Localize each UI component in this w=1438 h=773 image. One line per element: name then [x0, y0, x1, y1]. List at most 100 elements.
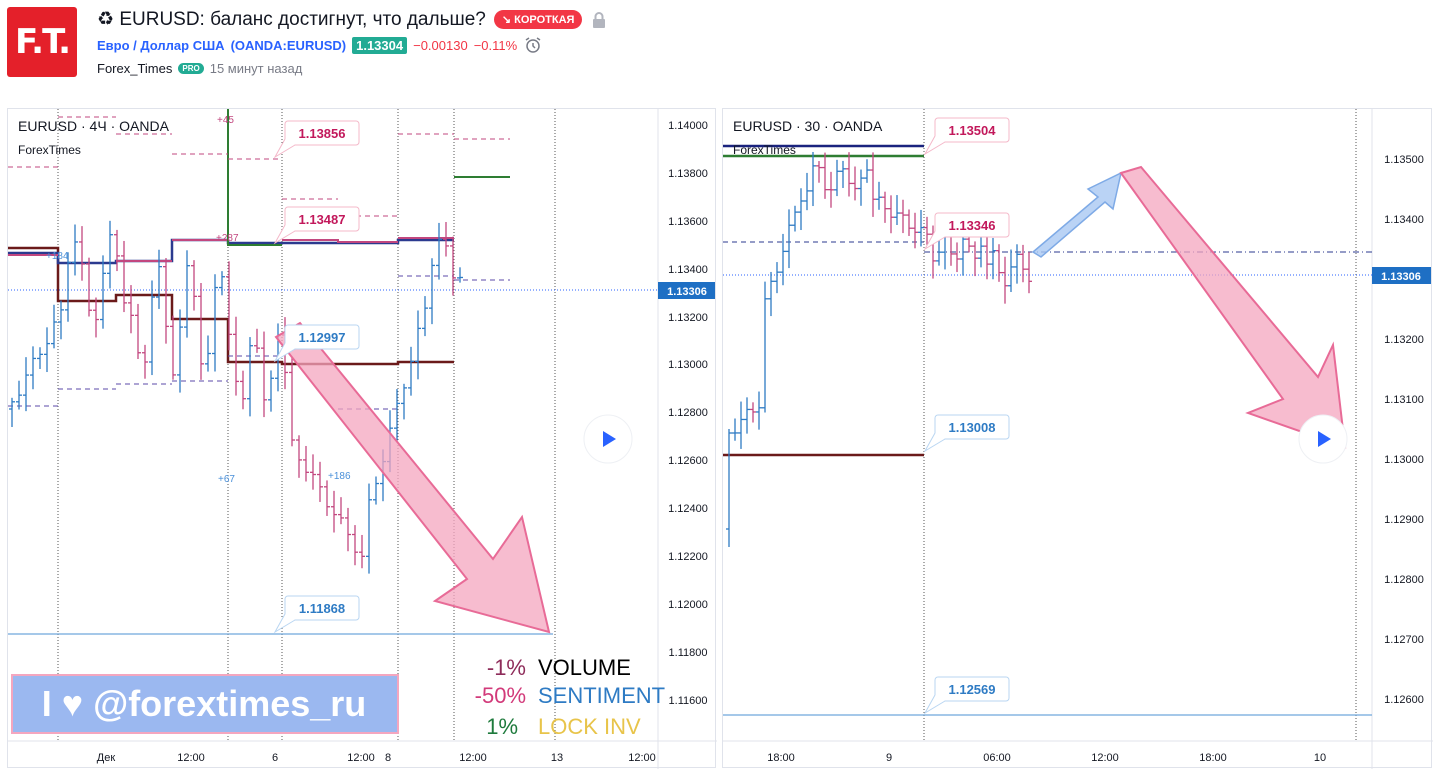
symbol-name-link[interactable]: Евро / Доллар США — [97, 37, 225, 53]
svg-text:18:00: 18:00 — [1199, 752, 1227, 764]
stat-sentiment-pct: -50% — [475, 683, 526, 708]
svg-text:1.13306: 1.13306 — [667, 286, 707, 298]
svg-text:+45: +45 — [217, 115, 234, 126]
price-change: −0.00130 — [413, 37, 468, 53]
forextimes-logo[interactable]: F.T. — [7, 7, 77, 77]
svg-text:12:00: 12:00 — [628, 752, 656, 764]
svg-text:1.13200: 1.13200 — [668, 312, 708, 324]
svg-text:6: 6 — [272, 752, 278, 764]
stat-lockinv-pct: 1% — [486, 714, 518, 739]
svg-text:1.13200: 1.13200 — [1384, 334, 1424, 346]
svg-text:1.13100: 1.13100 — [1384, 394, 1424, 406]
right-time-axis[interactable]: 18:00 9 06:00 12:00 18:00 10 — [767, 752, 1326, 764]
symbol-code-link[interactable]: (OANDA:EURUSD) — [230, 37, 347, 53]
svg-text:Дек: Дек — [97, 752, 116, 764]
svg-text:I ♥ @forextimes_ru: I ♥ @forextimes_ru — [42, 683, 367, 724]
right-legend: EURUSD · 30 · OANDA — [733, 118, 883, 134]
svg-text:13: 13 — [551, 752, 563, 764]
left-price-axis[interactable]: 1.14000 1.13800 1.13600 1.13400 1.13200 … — [668, 120, 708, 707]
svg-text:9: 9 — [886, 752, 892, 764]
stat-lockinv-label: LOCK INV — [538, 714, 641, 739]
callout-2: 1.13487 — [273, 206, 360, 245]
left-short-arrow — [274, 321, 551, 634]
svg-text:1.12900: 1.12900 — [1384, 514, 1424, 526]
svg-text:+67: +67 — [218, 474, 235, 485]
pro-badge: PRO — [178, 63, 204, 74]
svg-text:1.13000: 1.13000 — [1384, 454, 1424, 466]
svg-text:18:00: 18:00 — [767, 752, 795, 764]
svg-text:12:00: 12:00 — [347, 752, 375, 764]
price-badge: 1.13304 — [352, 36, 408, 54]
right-watermark: ForexTimes — [733, 143, 796, 157]
stat-volume-pct: -1% — [487, 655, 526, 680]
right-callout-4: 1.12569 — [923, 676, 1010, 715]
idea-title-text: EURUSD: баланс достигнут, что дальше? — [119, 9, 486, 30]
svg-text:1.13487: 1.13487 — [299, 212, 346, 227]
svg-text:1.13000: 1.13000 — [668, 359, 708, 371]
svg-text:12:00: 12:00 — [1091, 752, 1119, 764]
callout-1: 1.13856 — [273, 120, 360, 159]
left-play-button[interactable] — [583, 414, 633, 464]
right-down-arrow — [1119, 165, 1347, 449]
svg-text:1.12700: 1.12700 — [1384, 634, 1424, 646]
svg-text:1.12569: 1.12569 — [949, 682, 996, 697]
right-up-arrow — [1031, 171, 1123, 258]
time-ago: 15 минут назад — [209, 61, 303, 76]
left-time-axis[interactable]: Дек 12:00 6 12:00 8 12:00 13 12:00 — [97, 752, 656, 764]
right-price-axis[interactable]: 1.13500 1.13400 1.13300 1.13200 1.13100 … — [1384, 154, 1424, 706]
svg-text:1.12997: 1.12997 — [299, 330, 346, 345]
right-play-button[interactable] — [1298, 414, 1348, 464]
svg-text:+287: +287 — [216, 233, 239, 244]
svg-text:1.11868: 1.11868 — [299, 601, 345, 616]
svg-text:1.13346: 1.13346 — [949, 218, 996, 233]
right-chart-pane[interactable]: 1.13504 1.13346 1.13008 1.12569 EURUSD ·… — [722, 108, 1433, 769]
svg-text:10: 10 — [1314, 752, 1326, 764]
svg-text:1.12800: 1.12800 — [1384, 574, 1424, 586]
svg-text:8: 8 — [385, 752, 391, 764]
left-chart[interactable]: 1.13856 1.13487 1.12997 1.11868 +45 +184… — [8, 109, 717, 769]
left-chart-pane[interactable]: 1.13856 1.13487 1.12997 1.11868 +45 +184… — [7, 108, 717, 769]
stat-sentiment-label: SENTIMENT — [538, 683, 665, 708]
svg-text:1.12600: 1.12600 — [668, 455, 708, 467]
alarm-clock-icon[interactable] — [523, 36, 543, 54]
recycle-icon: ♻ — [97, 9, 115, 30]
svg-text:+186: +186 — [328, 471, 351, 482]
svg-text:1.13400: 1.13400 — [668, 264, 708, 276]
stats-block: -1% VOLUME -50% SENTIMENT 1% LOCK INV — [475, 655, 665, 739]
svg-text:1.13306: 1.13306 — [1381, 271, 1421, 283]
svg-text:1.11800: 1.11800 — [669, 647, 708, 659]
svg-text:1.12800: 1.12800 — [668, 407, 708, 419]
callout-4: 1.11868 — [273, 595, 360, 634]
svg-text:1.12200: 1.12200 — [668, 551, 708, 563]
right-callout-2: 1.13346 — [923, 212, 1010, 251]
author-name[interactable]: Forex_Times — [97, 61, 173, 76]
right-callout-3: 1.13008 — [923, 414, 1010, 453]
svg-text:1.12600: 1.12600 — [1384, 694, 1424, 706]
stat-volume-label: VOLUME — [538, 655, 631, 680]
right-price-tag — [1372, 267, 1431, 284]
short-badge: ↘ КОРОТКАЯ — [493, 10, 583, 29]
idea-title: ♻ EURUSD: баланс достигнут, что дальше? — [97, 8, 486, 31]
svg-text:12:00: 12:00 — [177, 752, 205, 764]
svg-text:1.13504: 1.13504 — [949, 123, 997, 138]
right-chart[interactable]: 1.13504 1.13346 1.13008 1.12569 EURUSD ·… — [723, 109, 1433, 769]
svg-text:1.12000: 1.12000 — [668, 599, 708, 611]
svg-text:1.13500: 1.13500 — [1384, 154, 1424, 166]
callout-3: 1.12997 — [273, 324, 360, 363]
lock-icon — [593, 11, 606, 28]
svg-text:1.13008: 1.13008 — [949, 420, 996, 435]
svg-text:1.13600: 1.13600 — [668, 216, 708, 228]
svg-text:+184: +184 — [46, 251, 69, 262]
svg-text:12:00: 12:00 — [459, 752, 487, 764]
left-price-tag — [658, 282, 715, 299]
right-candlesticks — [726, 151, 1032, 547]
svg-text:1.13856: 1.13856 — [299, 126, 346, 141]
svg-text:1.14000: 1.14000 — [668, 120, 708, 132]
svg-text:1.13400: 1.13400 — [1384, 214, 1424, 226]
svg-text:1.13800: 1.13800 — [668, 168, 708, 180]
svg-text:1.11600: 1.11600 — [669, 695, 708, 707]
left-small-labels: +45 +184 +287 +67 +186 — [46, 115, 351, 485]
left-watermark: ForexTimes — [18, 143, 81, 157]
left-legend: EURUSD · 4Ч · OANDA — [18, 118, 170, 134]
brand-banner[interactable]: I ♥ @forextimes_ru — [11, 674, 399, 734]
